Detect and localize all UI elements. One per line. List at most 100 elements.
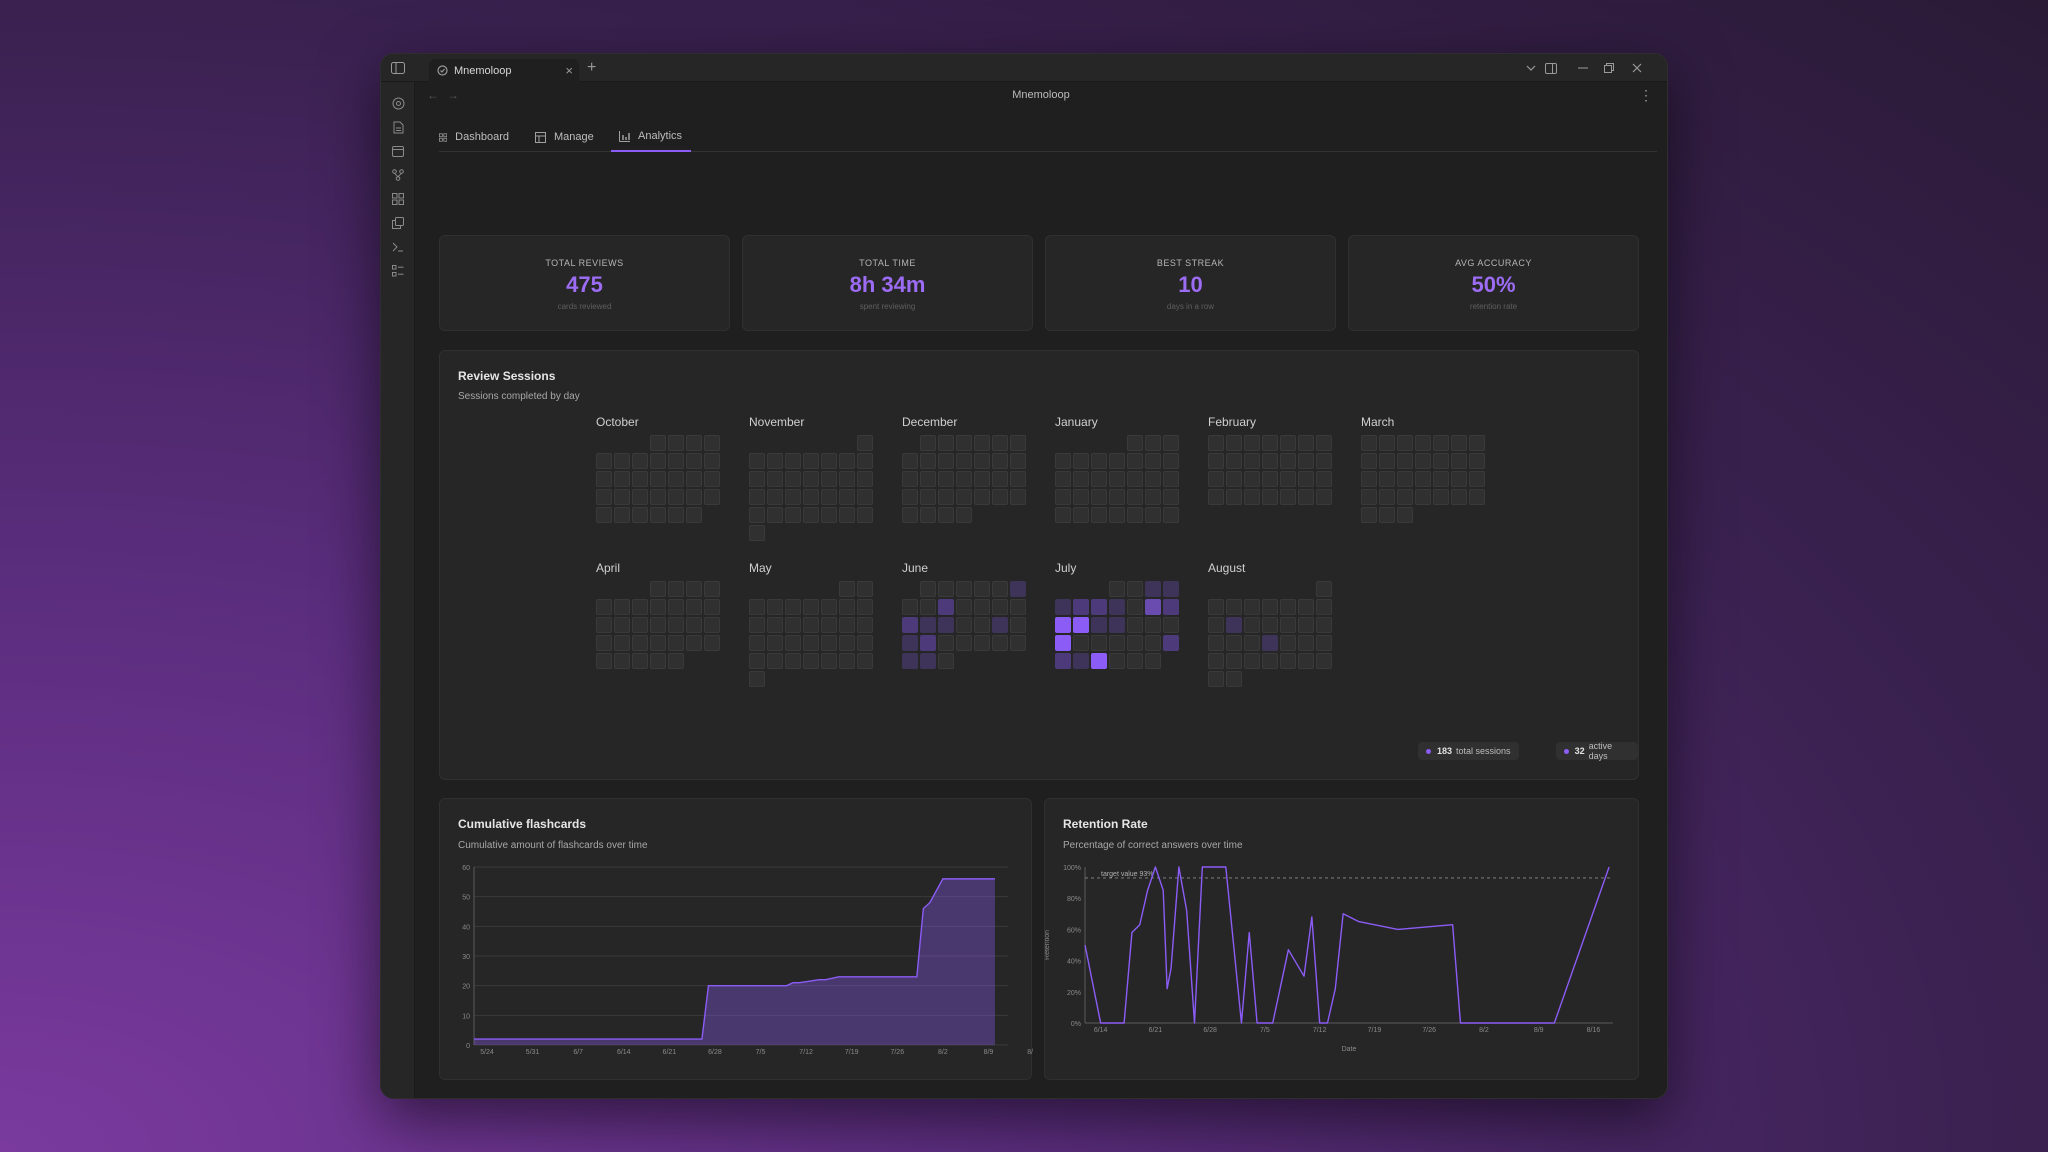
day-cell[interactable]: [1316, 653, 1332, 669]
day-cell[interactable]: [767, 653, 783, 669]
day-cell[interactable]: [1163, 471, 1179, 487]
day-cell[interactable]: [857, 507, 873, 523]
day-cell[interactable]: [1109, 453, 1125, 469]
day-cell[interactable]: [956, 599, 972, 615]
day-cell[interactable]: [632, 453, 648, 469]
day-cell[interactable]: [1208, 617, 1224, 633]
day-cell[interactable]: [686, 471, 702, 487]
day-cell[interactable]: [938, 653, 954, 669]
day-cell[interactable]: [974, 599, 990, 615]
day-cell[interactable]: [632, 617, 648, 633]
back-arrow-icon[interactable]: ←: [427, 88, 439, 102]
day-cell[interactable]: [1055, 489, 1071, 505]
day-cell[interactable]: [992, 635, 1008, 651]
day-cell[interactable]: [614, 507, 630, 523]
day-cell[interactable]: [1397, 507, 1413, 523]
day-cell[interactable]: [1127, 635, 1143, 651]
day-cell[interactable]: [632, 489, 648, 505]
day-cell[interactable]: [767, 489, 783, 505]
day-cell[interactable]: [1298, 653, 1314, 669]
restore-icon[interactable]: [1601, 60, 1617, 76]
day-cell[interactable]: [1433, 471, 1449, 487]
day-cell[interactable]: [1226, 471, 1242, 487]
day-cell[interactable]: [857, 581, 873, 597]
day-cell[interactable]: [1055, 453, 1071, 469]
day-cell[interactable]: [1280, 435, 1296, 451]
day-cell[interactable]: [1280, 453, 1296, 469]
day-cell[interactable]: [1244, 471, 1260, 487]
day-cell[interactable]: [803, 653, 819, 669]
day-cell[interactable]: [857, 471, 873, 487]
day-cell[interactable]: [803, 635, 819, 651]
day-cell[interactable]: [1010, 435, 1026, 451]
day-cell[interactable]: [920, 471, 936, 487]
day-cell[interactable]: [1073, 635, 1089, 651]
day-cell[interactable]: [920, 453, 936, 469]
day-cell[interactable]: [1397, 489, 1413, 505]
day-cell[interactable]: [668, 581, 684, 597]
day-cell[interactable]: [668, 453, 684, 469]
day-cell[interactable]: [974, 435, 990, 451]
day-cell[interactable]: [1055, 599, 1071, 615]
day-cell[interactable]: [1451, 453, 1467, 469]
day-cell[interactable]: [902, 471, 918, 487]
day-cell[interactable]: [1379, 453, 1395, 469]
day-cell[interactable]: [821, 653, 837, 669]
day-cell[interactable]: [1163, 599, 1179, 615]
day-cell[interactable]: [1298, 435, 1314, 451]
day-cell[interactable]: [785, 599, 801, 615]
day-cell[interactable]: [1298, 453, 1314, 469]
day-cell[interactable]: [704, 489, 720, 505]
day-cell[interactable]: [668, 599, 684, 615]
day-cell[interactable]: [1208, 635, 1224, 651]
forward-arrow-icon[interactable]: →: [447, 88, 459, 102]
day-cell[interactable]: [902, 635, 918, 651]
day-cell[interactable]: [1316, 453, 1332, 469]
day-cell[interactable]: [650, 653, 666, 669]
day-cell[interactable]: [1262, 453, 1278, 469]
day-cell[interactable]: [1109, 507, 1125, 523]
day-cell[interactable]: [704, 453, 720, 469]
day-cell[interactable]: [956, 581, 972, 597]
day-cell[interactable]: [902, 653, 918, 669]
day-cell[interactable]: [956, 489, 972, 505]
day-cell[interactable]: [821, 599, 837, 615]
day-cell[interactable]: [1379, 507, 1395, 523]
day-cell[interactable]: [1226, 671, 1242, 687]
day-cell[interactable]: [1298, 471, 1314, 487]
day-cell[interactable]: [632, 599, 648, 615]
day-cell[interactable]: [1127, 581, 1143, 597]
day-cell[interactable]: [767, 635, 783, 651]
day-cell[interactable]: [956, 471, 972, 487]
day-cell[interactable]: [938, 507, 954, 523]
day-cell[interactable]: [1415, 489, 1431, 505]
day-cell[interactable]: [596, 617, 612, 633]
day-cell[interactable]: [632, 471, 648, 487]
day-cell[interactable]: [1127, 453, 1143, 469]
day-cell[interactable]: [785, 489, 801, 505]
day-cell[interactable]: [1208, 599, 1224, 615]
file-icon[interactable]: [389, 118, 407, 136]
day-cell[interactable]: [992, 489, 1008, 505]
day-cell[interactable]: [803, 599, 819, 615]
chevron-down-icon[interactable]: [1523, 60, 1539, 76]
day-cell[interactable]: [974, 617, 990, 633]
day-cell[interactable]: [992, 599, 1008, 615]
tab-analytics[interactable]: Analytics: [611, 122, 691, 152]
day-cell[interactable]: [1316, 435, 1332, 451]
day-cell[interactable]: [1316, 581, 1332, 597]
day-cell[interactable]: [596, 489, 612, 505]
day-cell[interactable]: [1145, 471, 1161, 487]
day-cell[interactable]: [821, 471, 837, 487]
day-cell[interactable]: [821, 507, 837, 523]
day-cell[interactable]: [857, 617, 873, 633]
day-cell[interactable]: [1469, 471, 1485, 487]
day-cell[interactable]: [1127, 599, 1143, 615]
day-cell[interactable]: [938, 489, 954, 505]
day-cell[interactable]: [1109, 635, 1125, 651]
day-cell[interactable]: [1316, 635, 1332, 651]
day-cell[interactable]: [974, 635, 990, 651]
day-cell[interactable]: [857, 435, 873, 451]
day-cell[interactable]: [686, 435, 702, 451]
day-cell[interactable]: [1226, 453, 1242, 469]
